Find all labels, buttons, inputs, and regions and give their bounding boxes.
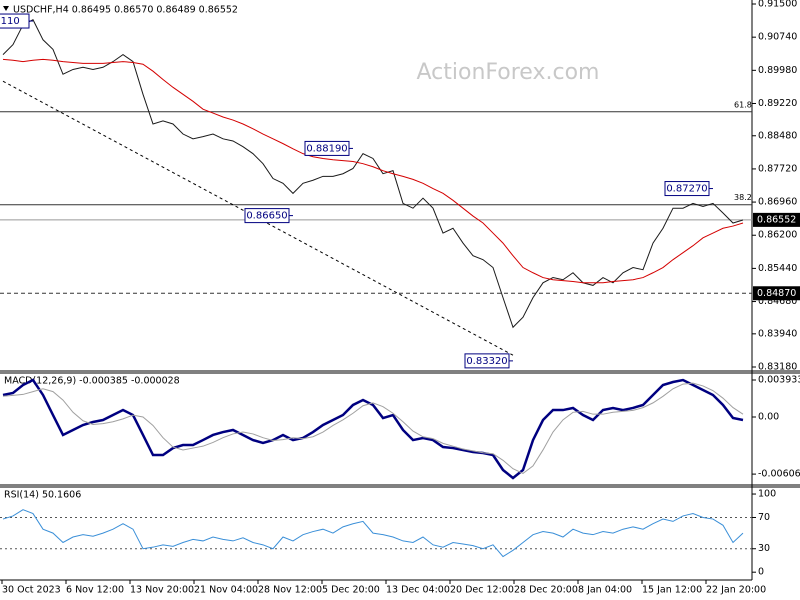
y-tick-label: 70 [758, 512, 770, 523]
annotation-box [304, 140, 350, 156]
annotation-label: 0.88190 [306, 143, 347, 154]
x-tick-label: 13 Nov 20:00 [130, 585, 194, 596]
annotation-label: 0.86650 [246, 211, 287, 222]
x-tick-label: 6 Nov 12:00 [66, 585, 124, 596]
annotation-box [664, 181, 710, 197]
y-tick-label: 0.00 [758, 412, 779, 423]
y-tick-label: -0.006068 [758, 469, 800, 480]
y-tick-label: 0.003933 [758, 374, 800, 385]
y-tick-label: 0.83940 [758, 328, 797, 339]
price-label-box [753, 286, 800, 301]
watermark: ActionForex.com [417, 60, 600, 85]
x-tick-label: 28 Nov 12:00 [258, 585, 322, 596]
annotation-label: 0.87270 [666, 184, 707, 195]
annotation-box [464, 353, 510, 369]
y-tick-label: 0.86960 [758, 197, 797, 208]
price-label: 0.86552 [757, 214, 796, 225]
series-line [2, 19, 744, 329]
pane-title: RSI(14) 50.1606 [4, 490, 81, 501]
series-line [2, 378, 744, 480]
annotation-box [0, 13, 30, 29]
pane-title: MACD(12,26,9) -0.000385 -0.000028 [4, 376, 180, 387]
x-tick-label: 28 Dec 20:00 [514, 585, 578, 596]
series-line [2, 382, 744, 475]
price-label: 0.84870 [757, 288, 796, 299]
x-tick-label: 15 Jan 12:00 [642, 585, 702, 596]
y-tick-label: 0.89980 [758, 65, 797, 76]
x-tick-label: 5 Dec 20:00 [322, 585, 380, 596]
y-tick-label: 0.87720 [758, 163, 797, 174]
menu-arrow [3, 6, 9, 11]
chart-title: USDCHF,H4 0.86495 0.86570 0.86489 0.8655… [13, 5, 238, 16]
level-label: 38.2 [734, 193, 752, 202]
x-tick-label: 20 Dec 12:00 [450, 585, 514, 596]
y-tick-label: 0.88480 [758, 130, 797, 141]
annotation-box [244, 208, 290, 224]
series-line [2, 58, 744, 284]
x-tick-label: 8 Jan 04:00 [578, 585, 632, 596]
y-tick-label: 0.91500 [758, 0, 797, 10]
x-tick-label: 22 Jan 20:00 [706, 585, 766, 596]
y-tick-label: 0 [758, 567, 764, 578]
y-tick-label: 0.89220 [758, 98, 797, 109]
price-label-box [753, 212, 800, 227]
y-tick-label: 0.85440 [758, 263, 797, 274]
level-label: 61.8 [734, 100, 752, 109]
y-tick-label: 0.83180 [758, 361, 797, 372]
y-tick-label: 0.86200 [758, 230, 797, 241]
x-tick-label: 21 Nov 04:00 [194, 585, 258, 596]
annotation-label: 1110 [0, 16, 20, 27]
x-tick-label: 13 Dec 04:00 [386, 585, 450, 596]
series-line [2, 509, 744, 558]
y-tick-label: 100 [758, 489, 776, 500]
annotation-label: 0.83320 [466, 356, 507, 367]
y-tick-label: 0.84680 [758, 296, 797, 307]
x-tick-label: 30 Oct 2023 [2, 585, 61, 596]
y-tick-label: 0.90740 [758, 32, 797, 43]
y-tick-label: 30 [758, 543, 770, 554]
